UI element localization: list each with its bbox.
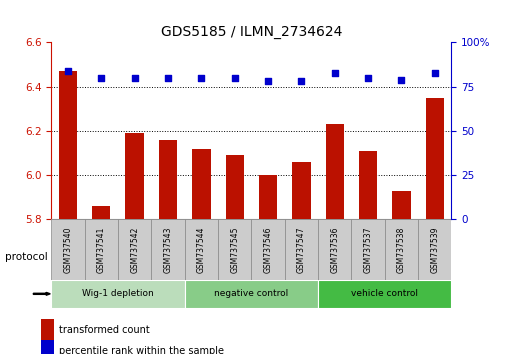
Point bbox=[430, 70, 439, 75]
Text: GSM737536: GSM737536 bbox=[330, 226, 339, 273]
Bar bbox=[118, 219, 151, 280]
Text: GSM737547: GSM737547 bbox=[297, 226, 306, 273]
Bar bbox=[226, 155, 244, 354]
Text: GSM737545: GSM737545 bbox=[230, 226, 239, 273]
Title: GDS5185 / ILMN_2734624: GDS5185 / ILMN_2734624 bbox=[161, 25, 342, 39]
Text: GSM737543: GSM737543 bbox=[164, 226, 172, 273]
Bar bbox=[185, 280, 318, 308]
Point bbox=[264, 79, 272, 84]
Point bbox=[297, 79, 305, 84]
Point bbox=[64, 68, 72, 74]
Bar bbox=[385, 219, 418, 280]
Text: GSM737537: GSM737537 bbox=[364, 226, 372, 273]
Bar bbox=[351, 219, 385, 280]
Bar bbox=[59, 71, 77, 354]
Point bbox=[230, 75, 239, 81]
Bar bbox=[392, 191, 410, 354]
Bar bbox=[426, 98, 444, 354]
Text: transformed count: transformed count bbox=[59, 325, 150, 335]
Bar bbox=[41, 340, 54, 354]
Text: GSM737539: GSM737539 bbox=[430, 226, 439, 273]
Bar bbox=[292, 162, 310, 354]
Bar bbox=[326, 124, 344, 354]
Bar bbox=[192, 149, 210, 354]
Bar bbox=[218, 219, 251, 280]
Text: Wig-1 depletion: Wig-1 depletion bbox=[82, 289, 154, 298]
Point bbox=[164, 75, 172, 81]
Point bbox=[364, 75, 372, 81]
Bar bbox=[159, 140, 177, 354]
Point bbox=[330, 70, 339, 75]
Bar bbox=[51, 280, 185, 308]
Text: GSM737541: GSM737541 bbox=[97, 226, 106, 273]
Bar bbox=[85, 219, 118, 280]
Point bbox=[97, 75, 105, 81]
Bar bbox=[126, 133, 144, 354]
Bar bbox=[418, 219, 451, 280]
Point bbox=[130, 75, 139, 81]
Bar bbox=[185, 219, 218, 280]
Bar bbox=[151, 219, 185, 280]
Point bbox=[197, 75, 205, 81]
Text: vehicle control: vehicle control bbox=[351, 289, 418, 298]
Bar bbox=[41, 319, 54, 340]
Text: GSM737540: GSM737540 bbox=[64, 226, 72, 273]
Bar bbox=[359, 151, 377, 354]
Text: GSM737542: GSM737542 bbox=[130, 226, 139, 273]
Bar bbox=[285, 219, 318, 280]
Text: GSM737544: GSM737544 bbox=[197, 226, 206, 273]
Text: percentile rank within the sample: percentile rank within the sample bbox=[59, 346, 224, 354]
Bar bbox=[318, 280, 451, 308]
Bar bbox=[259, 175, 277, 354]
Point bbox=[397, 77, 405, 82]
Text: GSM737538: GSM737538 bbox=[397, 226, 406, 273]
Text: protocol: protocol bbox=[5, 252, 48, 262]
Text: GSM737546: GSM737546 bbox=[264, 226, 272, 273]
Bar bbox=[318, 219, 351, 280]
Bar bbox=[251, 219, 285, 280]
Text: negative control: negative control bbox=[214, 289, 288, 298]
Bar bbox=[92, 206, 110, 354]
Bar bbox=[51, 219, 85, 280]
